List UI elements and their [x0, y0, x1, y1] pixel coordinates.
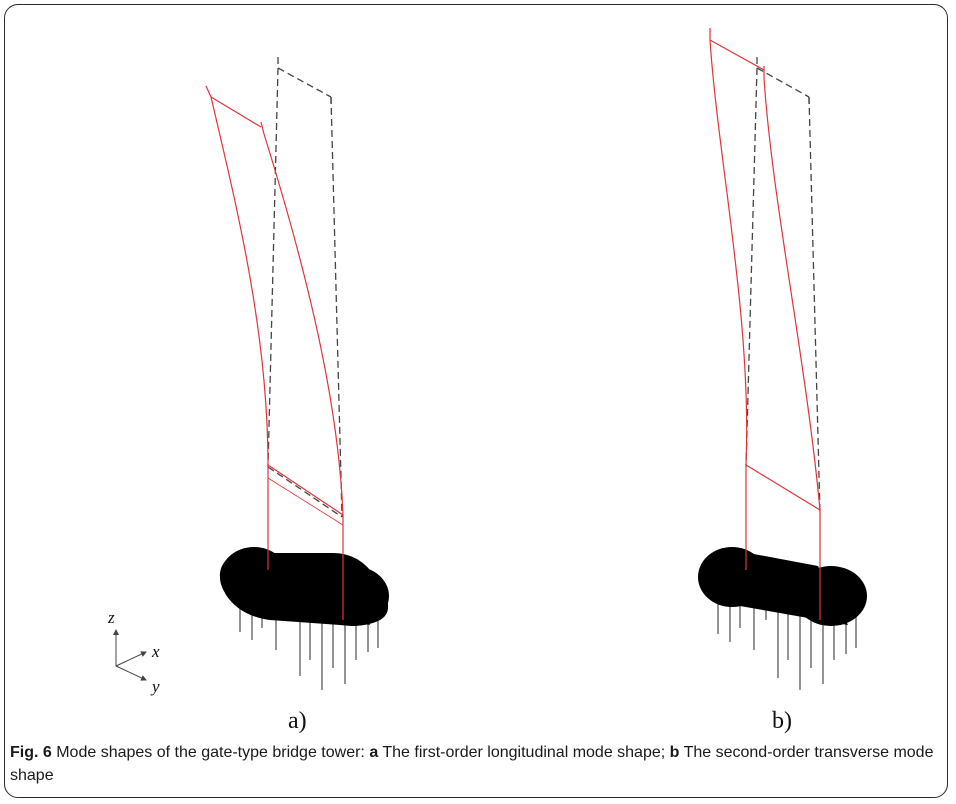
panel-b-label: b): [772, 708, 792, 734]
axis-y-label: y: [150, 677, 160, 696]
panel-b-undeformed-shape: [745, 57, 821, 514]
axis-x-label: x: [151, 642, 160, 661]
panel-b-diagram: [698, 28, 867, 690]
panel-a-label: a): [288, 708, 307, 734]
panel-a-undeformed-shape: [267, 57, 343, 518]
caption-b-label: b: [669, 744, 680, 761]
caption-intro: Mode shapes of the gate-type bridge towe…: [51, 744, 370, 761]
axis-z-label: z: [107, 608, 115, 627]
figure-caption: Fig. 6 Mode shapes of the gate-type brid…: [10, 741, 940, 787]
panel-b-deformed-shape: [709, 28, 821, 620]
panel-b-pile-cap: [698, 547, 867, 626]
caption-b-text: The second-order transverse mode shape: [10, 744, 934, 784]
mode-shape-figure: z x y: [107, 28, 867, 696]
axis-triad: [113, 629, 147, 681]
caption-a-label: a: [369, 744, 379, 761]
caption-a-text: The first-order longitudinal mode shape;: [378, 744, 670, 761]
panel-a-deformed-shape: [205, 85, 344, 620]
panel-a-diagram: z x y: [107, 57, 389, 696]
caption-fig-label: Fig. 6: [10, 744, 52, 761]
figure-frame: [4, 4, 948, 798]
